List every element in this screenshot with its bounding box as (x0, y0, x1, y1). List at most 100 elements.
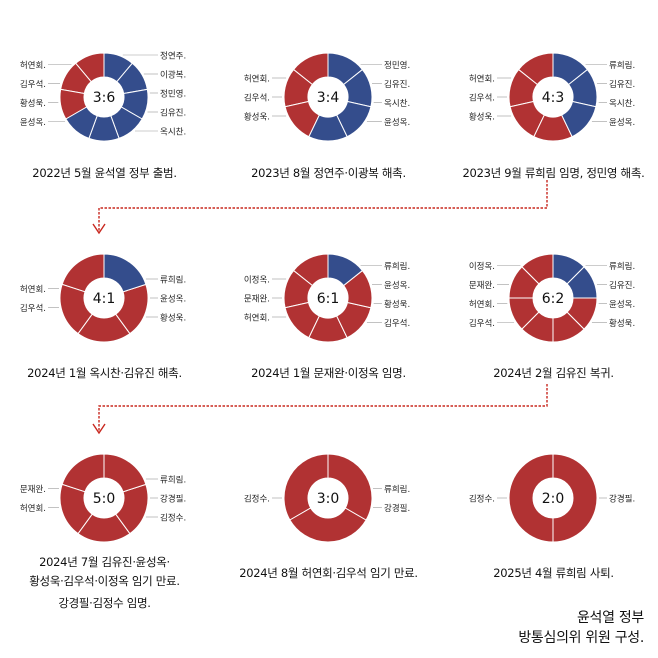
caption-line: 2024년 1월 문재완·이정옥 임명. (251, 366, 406, 380)
segment-red (60, 62, 92, 95)
ratio-label: 2:0 (542, 491, 565, 507)
caption-line: 2022년 5월 윤석열 정부 출범. (32, 166, 177, 180)
member-label: 김유진. (384, 79, 410, 90)
member-label: 옥시찬. (160, 127, 186, 138)
member-label: 이정옥. (244, 275, 270, 286)
row-connector (92, 180, 548, 235)
segment-blue (103, 253, 147, 293)
ratio-label: 6:1 (317, 291, 340, 307)
member-label: 김유진. (609, 280, 635, 291)
segment-red (284, 100, 320, 138)
segment-red (521, 311, 554, 343)
ratio-label: 5:0 (93, 491, 116, 507)
connector-arrow-icon (92, 423, 106, 435)
donut-panel: 4:1 허연회. 김우석. 류희림. 윤성옥. 황성욱. (20, 253, 186, 343)
member-label: 윤성옥. (609, 300, 635, 310)
segment-red (508, 453, 554, 543)
member-label: 윤성옥. (384, 118, 410, 128)
connector-line (98, 180, 548, 232)
member-label: 김우석. (244, 93, 270, 104)
member-label: 강경필. (160, 494, 186, 505)
member-label: 류희림. (609, 261, 635, 272)
member-label: 황성욱. (160, 313, 186, 324)
member-label: 류희림. (160, 475, 186, 486)
member-label: 옥시찬. (609, 98, 635, 109)
caption-line: 2023년 8월 정연주·이광복 해촉. (251, 166, 406, 180)
segment-red (283, 453, 329, 521)
panel-caption: 2023년 8월 정연주·이광복 해촉. (221, 164, 436, 183)
caption-line: 2023년 9월 류희림 임명, 정민영 해촉. (462, 166, 645, 180)
member-label: 황성욱. (20, 98, 46, 109)
member-label: 이정옥. (469, 261, 495, 272)
segment-blue (308, 114, 348, 142)
segment-red (59, 483, 93, 535)
segment-red (283, 68, 314, 108)
connector-arrow-icon (92, 223, 106, 235)
segment-red (59, 283, 93, 335)
segment-red (283, 269, 314, 309)
member-label: 류희림. (384, 261, 410, 272)
donut-panel: 5:0 문재완. 허연회. 류희림. 강경필. 김정수. (20, 453, 186, 543)
member-label: 강경필. (609, 494, 635, 505)
ratio-label: 3:4 (317, 90, 340, 106)
member-label: 허연회. (20, 61, 46, 71)
segment-red (533, 114, 573, 142)
segment-red (508, 68, 539, 108)
caption-line: 2024년 1월 옥시찬·김유진 해촉. (27, 366, 182, 380)
member-label: 허연회. (244, 75, 270, 85)
member-label: 문재완. (244, 295, 270, 305)
ratio-label: 6:2 (542, 291, 565, 307)
segment-blue (561, 100, 597, 138)
panel-caption: 2024년 2월 김유진 복귀. (446, 364, 658, 383)
panel-caption: 2024년 7월 김유진·윤성옥· 황성욱·김우석·이정옥 임기 만료. 강경필·김… (0, 553, 212, 613)
footer-line-1: 윤석열 정부 (576, 610, 644, 626)
member-label: 강경필. (384, 503, 410, 514)
panel-caption: 2023년 9월 류희림 임명, 정민영 해촉. (446, 164, 658, 183)
member-label: 김우석. (469, 318, 495, 329)
member-label: 황성욱. (469, 112, 495, 123)
segment-red (59, 88, 88, 120)
member-label: 문재완. (469, 281, 495, 291)
member-label: 김정수. (244, 494, 270, 505)
segment-red (115, 483, 149, 535)
segment-red (552, 453, 598, 543)
segment-red (327, 453, 373, 521)
segment-red (103, 453, 147, 493)
donut-panel: 3:6 허연회. 김우석. 황성욱. 윤성옥. 정연주. 이광복. 정민영. 김유진. 옥시찬. (20, 51, 186, 142)
member-label: 황성욱. (609, 318, 635, 329)
panel-caption: 2025년 4월 류희림 사퇴. (446, 564, 658, 583)
member-label: 정민영. (160, 89, 186, 100)
segment-red (284, 301, 320, 339)
member-label: 이광복. (160, 70, 186, 81)
caption-line: 강경필·김정수 임명. (58, 596, 151, 610)
member-label: 윤성옥. (609, 118, 635, 128)
ratio-label: 3:0 (317, 491, 340, 507)
donut-panel: 6:1 이정옥. 문재완. 허연회. 류희림. 윤성옥. 황성욱. 김우석. (244, 253, 410, 343)
panel-caption: 2022년 5월 윤석열 정부 출범. (0, 164, 212, 183)
caption-line: 2024년 8월 허연회·김우석 임기 만료. (239, 566, 418, 580)
member-label: 김우석. (20, 303, 46, 314)
member-label: 류희림. (160, 275, 186, 286)
segment-red (342, 269, 373, 309)
panel-caption: 2024년 1월 문재완·이정옥 임명. (221, 364, 436, 383)
donut-panel: 6:2 이정옥. 문재완. 허연회. 김우석. 류희림. 김유진. 윤성옥. 황성욱. (469, 253, 635, 343)
member-label: 정연주. (160, 51, 186, 62)
segment-red (508, 266, 540, 299)
caption-line: 2025년 4월 류희림 사퇴. (493, 566, 614, 580)
member-label: 옥시찬. (384, 98, 410, 109)
segment-red (566, 297, 598, 330)
member-label: 윤성옥. (20, 118, 46, 128)
member-label: 김정수. (469, 494, 495, 505)
member-label: 정민영. (384, 60, 410, 71)
donut-panel: 3:4 허연회. 김우석. 황성욱. 정민영. 김유진. 옥시찬. 윤성옥. (244, 52, 410, 142)
donut-panel: 4:3 허연회. 김우석. 황성욱. 류희림. 김유진. 옥시찬. 윤성옥. (469, 52, 635, 142)
member-label: 허연회. (469, 75, 495, 85)
member-label: 윤성옥. (160, 295, 186, 305)
member-label: 황성욱. (384, 299, 410, 310)
segment-blue (327, 253, 364, 287)
segment-red (308, 315, 348, 343)
segment-blue (65, 106, 98, 139)
member-label: 허연회. (20, 504, 46, 514)
